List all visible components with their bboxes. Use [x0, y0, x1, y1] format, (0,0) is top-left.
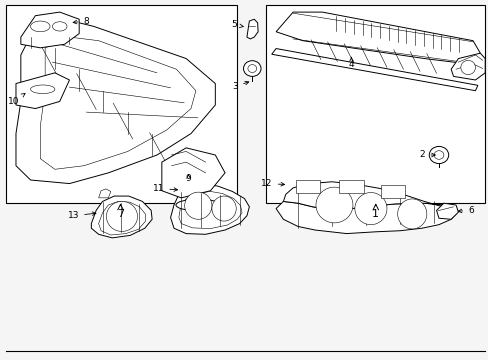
- Ellipse shape: [428, 147, 448, 163]
- Polygon shape: [99, 189, 111, 198]
- Ellipse shape: [30, 85, 55, 94]
- Polygon shape: [16, 73, 69, 109]
- Text: 3: 3: [232, 81, 248, 91]
- Ellipse shape: [315, 187, 352, 223]
- Text: 13: 13: [67, 211, 96, 220]
- Polygon shape: [450, 53, 484, 80]
- Ellipse shape: [52, 22, 67, 31]
- Ellipse shape: [433, 151, 443, 159]
- Polygon shape: [380, 185, 404, 198]
- Text: 12: 12: [261, 179, 284, 188]
- Polygon shape: [436, 203, 458, 219]
- Ellipse shape: [354, 193, 386, 225]
- Ellipse shape: [30, 21, 50, 32]
- Text: 2: 2: [419, 150, 434, 159]
- Text: 5: 5: [231, 21, 243, 30]
- Text: 7: 7: [117, 209, 124, 219]
- Ellipse shape: [247, 64, 256, 72]
- Polygon shape: [91, 196, 152, 238]
- Text: 10: 10: [8, 94, 25, 106]
- Polygon shape: [276, 12, 479, 64]
- Ellipse shape: [184, 192, 211, 219]
- Ellipse shape: [211, 196, 236, 221]
- Text: 6: 6: [457, 206, 473, 215]
- Text: 11: 11: [152, 184, 177, 193]
- Polygon shape: [170, 184, 249, 234]
- Polygon shape: [283, 182, 453, 210]
- Polygon shape: [271, 49, 477, 91]
- Ellipse shape: [176, 199, 220, 211]
- Polygon shape: [21, 12, 79, 48]
- Ellipse shape: [243, 61, 261, 76]
- Text: 4: 4: [348, 58, 354, 69]
- Polygon shape: [246, 19, 258, 39]
- Ellipse shape: [397, 199, 426, 229]
- Polygon shape: [16, 19, 215, 184]
- Polygon shape: [295, 180, 319, 193]
- Polygon shape: [162, 148, 224, 198]
- Ellipse shape: [106, 202, 137, 231]
- Polygon shape: [276, 202, 455, 234]
- Bar: [6, 5, 237, 203]
- Text: 9: 9: [185, 174, 191, 183]
- Ellipse shape: [460, 60, 474, 75]
- Text: 8: 8: [73, 17, 89, 26]
- Polygon shape: [339, 180, 363, 193]
- Text: 1: 1: [371, 209, 379, 219]
- Bar: [266, 5, 484, 203]
